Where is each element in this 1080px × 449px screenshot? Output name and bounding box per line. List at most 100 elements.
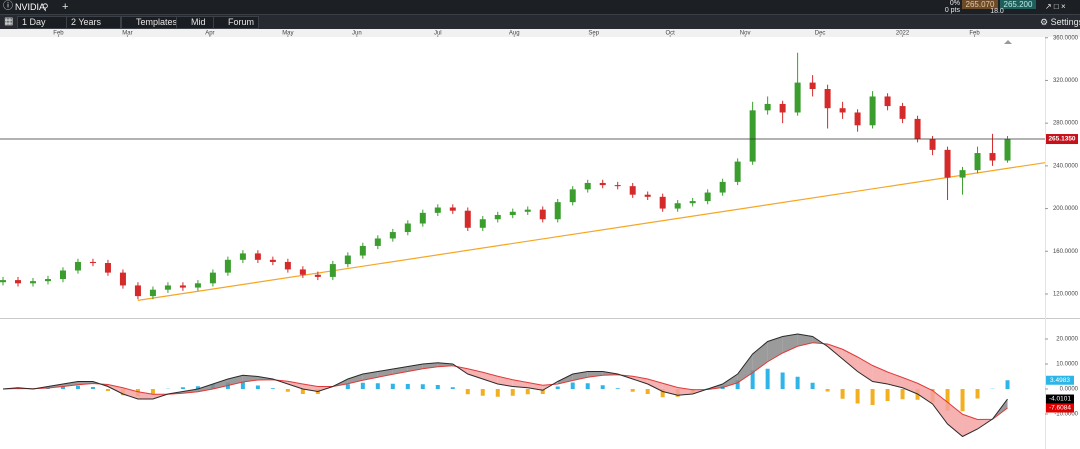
x-tick-label: Jun: [352, 31, 362, 37]
macd-fill: [197, 384, 213, 392]
histogram-bar: [615, 388, 620, 389]
macd-fill: [647, 379, 663, 392]
y-tick-label: -10.0000: [1054, 412, 1078, 418]
candle-body: [524, 209, 531, 212]
macd-fill: [62, 381, 78, 387]
macd-fill: [587, 371, 603, 378]
x-tick-label: Oct: [666, 31, 676, 37]
symbol[interactable]: NVIDIA: [15, 2, 46, 12]
macd-fill: [467, 368, 483, 379]
change-pts: 0 pts: [944, 7, 960, 14]
bid[interactable]: 265.070: [962, 0, 998, 9]
candle-body: [554, 202, 561, 220]
histogram-bar: [960, 389, 965, 412]
macd-fill: [302, 384, 318, 392]
macd-fill: [782, 334, 798, 353]
macd-fill: [962, 414, 978, 437]
candle-body: [584, 182, 591, 190]
macd-fill: [227, 375, 243, 386]
macd-fill: [122, 387, 138, 399]
candle-body: [119, 272, 126, 286]
histogram-bar: [600, 385, 605, 389]
candle-body: [254, 253, 261, 260]
candle-body: [824, 88, 831, 109]
ask[interactable]: 265.200: [1000, 0, 1036, 9]
macd-fill: [767, 336, 783, 362]
window-controls[interactable]: ↗ □ ×: [1045, 2, 1066, 11]
histogram-bar: [840, 389, 845, 399]
candle-body: [689, 201, 696, 204]
histogram-bar: [480, 389, 485, 396]
macd-fill: [932, 390, 948, 424]
x-tick-label: Nov: [740, 31, 751, 37]
candle-body: [194, 283, 201, 288]
signal-last-label: -7.6084: [1049, 405, 1071, 412]
candle-body: [389, 232, 396, 239]
templates-button[interactable]: Templates: [121, 16, 177, 29]
histogram-bar: [735, 380, 740, 389]
settings-button[interactable]: ⚙ Settings: [1040, 15, 1080, 29]
candle-body: [209, 272, 216, 284]
interval-select[interactable]: 1 Day: [17, 16, 67, 29]
x-tick-label: Apr: [205, 31, 214, 37]
candle-body: [704, 192, 711, 202]
candle-body: [59, 270, 66, 280]
histogram-bar: [270, 388, 275, 389]
scroll-icon[interactable]: [1004, 40, 1012, 44]
candle-body: [809, 82, 816, 89]
y-tick-label: 240.0000: [1053, 163, 1079, 169]
histogram-bar: [150, 389, 155, 394]
histogram-bar: [855, 389, 860, 404]
histogram-bar: [870, 389, 875, 405]
macd-fill: [902, 377, 918, 394]
candle-body: [794, 82, 801, 113]
histogram-bar: [570, 382, 575, 389]
candle-body: [464, 210, 471, 228]
candle-body: [344, 255, 351, 265]
candle-body: [74, 261, 81, 271]
histogram-bar: [780, 372, 785, 389]
histogram-bar: [285, 389, 290, 392]
candle-body: [749, 110, 756, 162]
toolbar: ▦ 1 Day 2 Years Templates Mid Forum ⚙ Se…: [0, 14, 1080, 29]
histogram-bar: [900, 389, 905, 400]
candle-body: [434, 207, 441, 213]
macd-fill: [887, 372, 903, 388]
macd-fill: [482, 372, 498, 384]
histogram-bar: [510, 389, 515, 396]
candle-body: [959, 170, 966, 178]
x-tick-label: Sep: [588, 31, 599, 37]
histogram-bar: [795, 376, 800, 389]
search-icon[interactable]: ⚲: [42, 2, 49, 12]
histogram-bar: [525, 389, 530, 395]
histogram-bar: [420, 384, 425, 389]
x-tick-label: Feb: [53, 31, 64, 37]
histogram-bar: [240, 382, 245, 389]
candle-body: [974, 153, 981, 171]
x-tick-label: Aug: [509, 31, 520, 37]
range-select[interactable]: 2 Years: [66, 16, 121, 29]
candle-body: [404, 223, 411, 233]
candle-body: [179, 285, 186, 288]
price-mode-button[interactable]: Mid: [176, 16, 218, 29]
layout-icon[interactable]: ▦: [4, 16, 14, 27]
y-tick-label: 10.0000: [1056, 362, 1078, 368]
candle-body: [14, 280, 21, 284]
macd-fill: [917, 383, 933, 404]
candle-body: [884, 96, 891, 107]
histogram-bar: [90, 387, 95, 389]
histogram-bar: [630, 389, 635, 392]
candle-body: [149, 289, 156, 297]
y-tick-label: 0.0000: [1060, 387, 1079, 393]
macd-fill: [287, 381, 303, 389]
candle-body: [1004, 139, 1011, 161]
forum-button[interactable]: Forum: [213, 16, 259, 29]
settings-label[interactable]: Settings: [1050, 17, 1080, 27]
add-tab[interactable]: +: [62, 1, 69, 13]
y-tick-label: 280.0000: [1053, 121, 1079, 127]
macd-fill: [557, 374, 573, 384]
candle-body: [599, 182, 606, 186]
macd-fill: [407, 364, 423, 372]
histogram-bar: [660, 389, 665, 398]
candle-body: [134, 285, 141, 297]
